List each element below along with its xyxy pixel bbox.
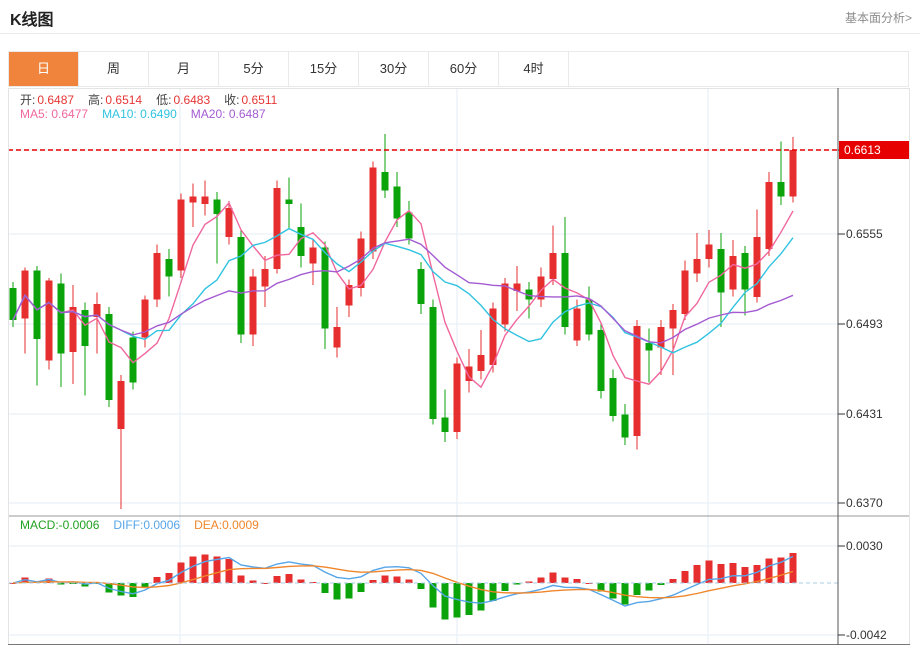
- low-label: 低:: [156, 93, 172, 107]
- close-label: 收:: [224, 93, 240, 107]
- ohlc-readout: 开: 0.6487 高: 0.6514 低: 0.6483 收: 0.6511: [20, 91, 291, 108]
- tab-15分[interactable]: 15分: [289, 52, 359, 86]
- ma20-label: MA20:: [190, 107, 226, 121]
- ma-readout: MA5: 0.6477 MA10: 0.6490 MA20: 0.6487: [20, 107, 280, 121]
- dea-value: 0.0009: [222, 518, 259, 532]
- ma10-label: MA10:: [102, 107, 137, 121]
- period-tabbar: 日周月 5分 15分 30分 60分 4时: [8, 51, 909, 87]
- close-value: 0.6511: [241, 93, 278, 107]
- chart-area: 开: 0.6487 高: 0.6514 低: 0.6483 收: 0.6511 MA5: 0.…: [8, 88, 912, 645]
- tab-4时[interactable]: 4时: [499, 52, 569, 86]
- tab-周[interactable]: 周: [79, 52, 149, 86]
- price-tick-label: 0.6370: [846, 496, 883, 510]
- open-label: 开:: [20, 93, 36, 107]
- kline-chart-canvas[interactable]: [8, 88, 910, 645]
- tab-日[interactable]: 日: [9, 52, 79, 86]
- ma5-label: MA5:: [20, 107, 49, 121]
- tab-月[interactable]: 月: [149, 52, 219, 86]
- macd-tick-label: -0.0042: [846, 628, 887, 642]
- macd-readout: MACD:-0.0006 DIFF:0.0006 DEA:0.0009: [20, 518, 273, 532]
- header-divider: [0, 33, 920, 34]
- tab-30分[interactable]: 30分: [359, 52, 429, 86]
- dea-label: DEA:: [194, 518, 223, 532]
- open-value: 0.6487: [37, 93, 75, 107]
- tab-5分[interactable]: 5分: [219, 52, 289, 86]
- macd-tick-label: 0.0030: [846, 539, 883, 553]
- ma20-value: 0.6487: [228, 107, 266, 121]
- fundamental-analysis-link[interactable]: 基本面分析>: [844, 11, 912, 25]
- ma10-value: 0.6490: [140, 107, 177, 121]
- diff-value: 0.0006: [143, 518, 181, 532]
- ma5-value: 0.6477: [51, 107, 89, 121]
- macd-label: MACD:: [20, 518, 59, 532]
- high-label: 高:: [88, 93, 104, 107]
- low-value: 0.6483: [173, 93, 211, 107]
- last-price-badge: 0.6613: [839, 141, 909, 159]
- high-value: 0.6514: [105, 93, 143, 107]
- diff-label: DIFF:: [113, 518, 144, 532]
- price-tick-label: 0.6555: [846, 227, 883, 241]
- page-title: K线图: [10, 12, 54, 29]
- price-tick-label: 0.6431: [846, 407, 883, 421]
- price-tick-label: 0.6493: [846, 317, 883, 331]
- tab-60分[interactable]: 60分: [429, 52, 499, 86]
- macd-value: -0.0006: [58, 518, 100, 532]
